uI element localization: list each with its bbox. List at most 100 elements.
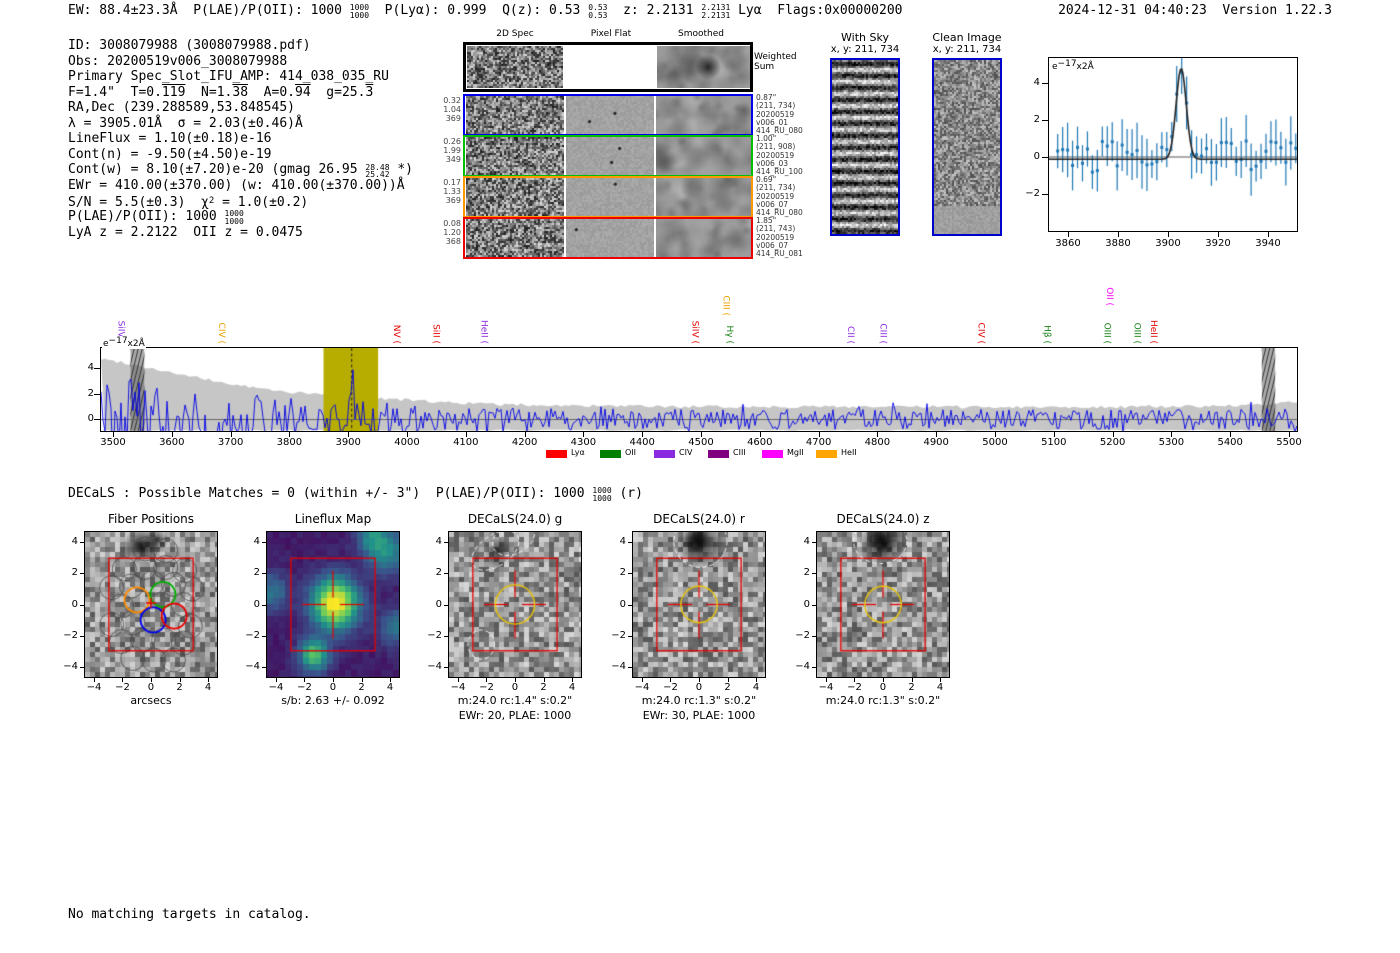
panel-caption1-4: m:24.0 rc:1.3" s:0.2" xyxy=(825,694,941,707)
decals-24-0-z-map xyxy=(817,532,949,677)
panel-ytick-label: 0 xyxy=(253,598,260,610)
panel-xtick-label: 2 xyxy=(176,682,183,693)
main-ytick-label: 0 xyxy=(87,413,94,424)
panel-xtick xyxy=(698,678,700,682)
cutout-left-value: 0.32 xyxy=(443,96,461,105)
cutout-annotation-line: (211, 734) xyxy=(756,183,796,193)
inset-xtick xyxy=(1068,232,1069,237)
cutout-right-annotation-3: 1.85" (211, 743) 20200519 v006_07 414_RU_081 xyxy=(756,216,803,258)
cutout-smoothed-2 xyxy=(656,178,751,216)
panel-ytick xyxy=(80,541,84,543)
info-line-9: EWr = 410.00(±370.00) (w: 410.00(±370.00… xyxy=(68,178,405,194)
main-ytick xyxy=(94,368,100,369)
cutout-smoothed-1 xyxy=(656,137,751,175)
main-spectrum-canvas xyxy=(101,348,1297,431)
panel-ytick xyxy=(812,541,816,543)
with-sky-title: With Sky xyxy=(841,31,889,44)
text-part: −17 xyxy=(108,336,128,346)
inset-plot-canvas xyxy=(1049,58,1297,231)
emission-line-label-OIII: OIII ( xyxy=(1131,322,1142,344)
decals-match-header: DECaLS : Possible Matches = 0 (within +/… xyxy=(68,486,643,503)
cutout-pixel-flat-2 xyxy=(566,178,654,216)
legend-swatch-CIV xyxy=(654,450,675,458)
panel-ytick xyxy=(812,635,816,637)
cutout-left-value: 0.08 xyxy=(443,219,461,228)
legend-label-Lyα: Lyα xyxy=(571,448,585,457)
cutout-left-labels-0: 0.32 1.04 369 xyxy=(436,96,461,123)
emission-line-label-CIV: CIV ( xyxy=(216,322,227,344)
legend-label-CIII: CIII xyxy=(733,448,746,457)
panel-xtick-label: 0 xyxy=(511,682,519,693)
text-part: F=1.4" T=0. xyxy=(68,84,162,100)
inset-xtick xyxy=(1168,232,1169,237)
column-header-smoothed: Smoothed xyxy=(678,29,724,39)
panel-title-1: Lineflux Map xyxy=(294,512,372,526)
main-xtick-label: 4900 xyxy=(923,437,949,448)
panel-ytick-label: 2 xyxy=(253,567,260,579)
text-part: (r) xyxy=(611,486,643,501)
text-part: x2Å xyxy=(127,339,145,349)
emission-line-label-OII: OII ( xyxy=(1103,287,1114,306)
emission-line-label-HeII: HeII ( xyxy=(1148,320,1159,344)
emission-line-label-Hγ: Hγ ( xyxy=(724,325,735,344)
panel-ytick xyxy=(444,573,448,575)
panel-title-3: DECaLS(24.0) r xyxy=(653,512,745,526)
main-xtick xyxy=(1289,432,1290,437)
emission-line-label-CII: CII ( xyxy=(845,326,856,344)
panel-xtick xyxy=(361,678,363,682)
text-part: Cont(n) = -9.50(±4.50)e-19 xyxy=(68,146,272,162)
panel-ytick-label: 0 xyxy=(71,598,78,610)
text-part: 0.53 0.53 xyxy=(588,3,608,20)
cutout-annotation-line: v006_03 xyxy=(756,158,789,168)
panel-ytick xyxy=(628,667,632,669)
weighted-sum-label-line1: Weighted xyxy=(754,52,797,62)
main-xtick xyxy=(583,432,585,437)
main-xtick xyxy=(289,432,291,437)
decals-24-0-g-map xyxy=(449,532,581,677)
panel-ytick xyxy=(628,541,632,543)
text-part: A=0. xyxy=(248,84,295,100)
panel-caption1-2: m:24.0 rc:1.4" s:0.2" xyxy=(457,694,573,707)
cutout-annotation-line: v006_07 xyxy=(756,199,789,209)
cutout-annotation-line: (211, 908) xyxy=(756,142,796,152)
panel-xtick xyxy=(93,678,95,682)
main-ytick xyxy=(94,419,100,420)
panel-ytick xyxy=(444,635,448,637)
cutout-annotation-line: 20200519 xyxy=(756,191,795,201)
panel-xtick-label: −2 xyxy=(115,682,130,693)
cutout-annotation-line: 0.87" xyxy=(756,93,777,102)
panel-ytick-label: −2 xyxy=(245,629,260,641)
main-xtick xyxy=(1053,432,1055,437)
main-xtick xyxy=(524,432,526,437)
main-xtick xyxy=(759,432,761,437)
cutout-left-value: 0.17 xyxy=(443,178,461,187)
cutout-row-border-3 xyxy=(463,217,753,259)
panel-ytick xyxy=(628,604,632,606)
panel-xtick-label: −4 xyxy=(818,682,834,693)
emission-line-label-NV: NV ( xyxy=(391,324,402,344)
cutout-annotation-line: 20200519 xyxy=(756,232,795,242)
panel-ytick-label: 4 xyxy=(803,535,810,547)
panel-ytick-label: −4 xyxy=(245,661,260,673)
panel-xtick-label: 0 xyxy=(329,682,337,693)
inset-ytick-label: 2 xyxy=(1033,114,1040,125)
text-part: x2Å xyxy=(1076,62,1094,72)
panel-ytick-label: −2 xyxy=(795,629,810,641)
main-xtick-label: 3700 xyxy=(217,437,244,448)
panel-caption2-3: EWr: 30, PLAE: 1000 xyxy=(642,709,756,722)
cutout-smoothed-0 xyxy=(656,96,751,134)
text-part: LineFlux = 1.10(±0.18)e-16 xyxy=(68,131,272,147)
panel-caption1-0: arcsecs xyxy=(130,694,172,707)
main-xtick xyxy=(407,432,408,437)
legend-label-OII: OII xyxy=(625,448,637,457)
cutout-smoothed-3 xyxy=(656,219,751,257)
main-xtick xyxy=(171,432,173,437)
panel-ytick-label: −2 xyxy=(427,629,442,641)
cutout-annotation-line: 20200519 xyxy=(756,150,795,160)
panel-xtick xyxy=(390,678,392,682)
clean-image xyxy=(934,60,1000,234)
cutout-annotation-line: 0.69" xyxy=(756,175,777,184)
text-part: DECaLS : Possible Matches = 0 (within +/… xyxy=(68,486,593,501)
cutout-annotation-line: 414_RU_100 xyxy=(756,167,803,177)
